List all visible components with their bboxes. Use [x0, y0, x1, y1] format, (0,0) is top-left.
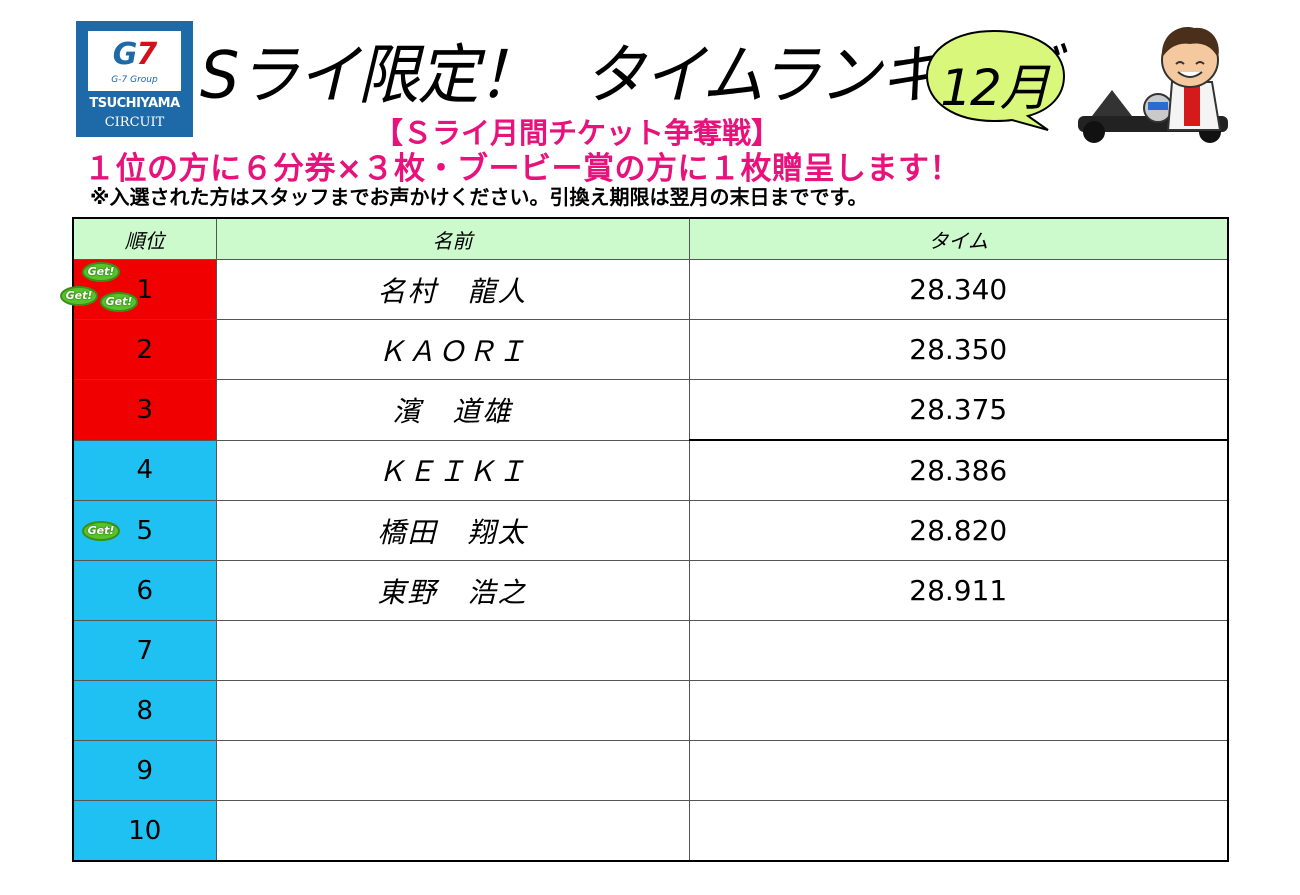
rank-cell: 9	[72, 740, 217, 801]
month-label: 12月	[940, 59, 1050, 117]
circuit-logo: G7 G-7 Group TSUCHIYAMA CIRCUIT	[76, 21, 193, 137]
redemption-note: ※入選された方はスタッフまでお声かけください。引換え期限は翌月の末日までです。	[90, 185, 868, 209]
rank-cell: 1 Get! Get! Get!	[60, 259, 217, 320]
rank-number: 6	[136, 575, 154, 606]
page-title: Sライ限定！ タイムランキング	[200, 22, 1059, 114]
rank-number: 3	[136, 394, 154, 425]
table-header-row: 順位 名前 タイム	[72, 217, 1229, 260]
speech-bubble-icon	[925, 29, 1066, 131]
logo-mark-7: 7	[136, 37, 157, 72]
name-cell: 東野 浩之	[215, 560, 690, 621]
rank-number: 7	[136, 635, 154, 666]
table-row: 3 濱 道雄 28.375	[72, 379, 1229, 441]
name-cell: ＫＥＩＫＩ	[215, 439, 690, 501]
logo-group-text: G-7 Group	[111, 75, 158, 85]
time-cell	[688, 680, 1229, 741]
name-cell: ＫＡＯＲＩ	[215, 319, 690, 380]
name-cell: 橋田 翔太	[215, 500, 690, 561]
prize-description: １位の方に６分券×３枚・ブービー賞の方に１枚贈呈します！	[84, 151, 961, 187]
get-badge-icon: Get!	[82, 262, 120, 282]
table-row: 9	[72, 740, 1229, 801]
time-cell: 28.911	[688, 560, 1229, 621]
column-header-name: 名前	[215, 217, 690, 260]
rank-cell: 3	[72, 379, 217, 441]
rank-cell: 10	[72, 800, 217, 862]
name-cell: 名村 龍人	[215, 259, 690, 320]
rank-number: 1	[136, 274, 154, 305]
name-cell: 濱 道雄	[215, 379, 690, 441]
name-cell	[215, 800, 690, 862]
title-part-1: Sライ限定！	[200, 36, 539, 114]
rank-cell: 8	[72, 680, 217, 741]
kart-driver-mascot-icon	[1078, 27, 1228, 143]
logo-name-text: TSUCHIYAMA	[89, 96, 180, 111]
get-badge-icon: Get!	[100, 292, 138, 312]
name-cell	[215, 620, 690, 681]
rank-number: 10	[128, 815, 162, 846]
rank-number: 9	[136, 755, 154, 786]
ranking-table: 順位 名前 タイム 1 Get! Get! Get! 名村 龍人 28.340 2 ＫＡＯＲＩ…	[60, 217, 1229, 862]
logo-circuit-text: CIRCUIT	[104, 115, 165, 130]
time-cell	[688, 620, 1229, 681]
get-badge-icon: Get!	[60, 286, 98, 306]
time-cell	[688, 740, 1229, 801]
table-row: 4 ＫＥＩＫＩ 28.386	[72, 439, 1229, 501]
name-cell	[215, 680, 690, 741]
rank-number: 2	[136, 334, 154, 365]
table-row: 5 Get! 橋田 翔太 28.820	[72, 500, 1229, 561]
rank-cell: 2	[72, 319, 217, 380]
rank-cell: 4	[72, 439, 217, 501]
rank-cell: 6	[72, 560, 217, 621]
logo-mark-panel: G7 G-7 Group	[88, 31, 181, 91]
time-cell: 28.386	[688, 439, 1229, 501]
logo-mark-g: G	[112, 37, 138, 72]
rank-cell: 7	[72, 620, 217, 681]
time-cell: 28.820	[688, 500, 1229, 561]
rank-cell: 5 Get!	[72, 500, 217, 561]
table-row: 2 ＫＡＯＲＩ 28.350	[72, 319, 1229, 380]
time-cell: 28.375	[688, 379, 1229, 441]
table-row: 7	[72, 620, 1229, 681]
time-cell: 28.350	[688, 319, 1229, 380]
table-row: 8	[72, 680, 1229, 741]
name-cell	[215, 740, 690, 801]
rank-number: 5	[136, 515, 154, 546]
table-row: 10	[72, 800, 1229, 862]
time-cell	[688, 800, 1229, 862]
column-header-rank: 順位	[72, 217, 217, 260]
campaign-heading: 【Ｓライ月間チケット争奪戦】	[374, 116, 781, 150]
get-badge-icon: Get!	[82, 521, 120, 541]
rank-number: 8	[136, 695, 154, 726]
rank-number: 4	[136, 455, 154, 486]
month-bubble: 12月	[924, 28, 1070, 132]
column-header-time: タイム	[688, 217, 1229, 260]
table-row: 6 東野 浩之 28.911	[72, 560, 1229, 621]
logo-mark: G7	[88, 37, 181, 72]
table-row: 1 Get! Get! Get! 名村 龍人 28.340	[60, 259, 1229, 320]
time-cell: 28.340	[688, 259, 1229, 320]
